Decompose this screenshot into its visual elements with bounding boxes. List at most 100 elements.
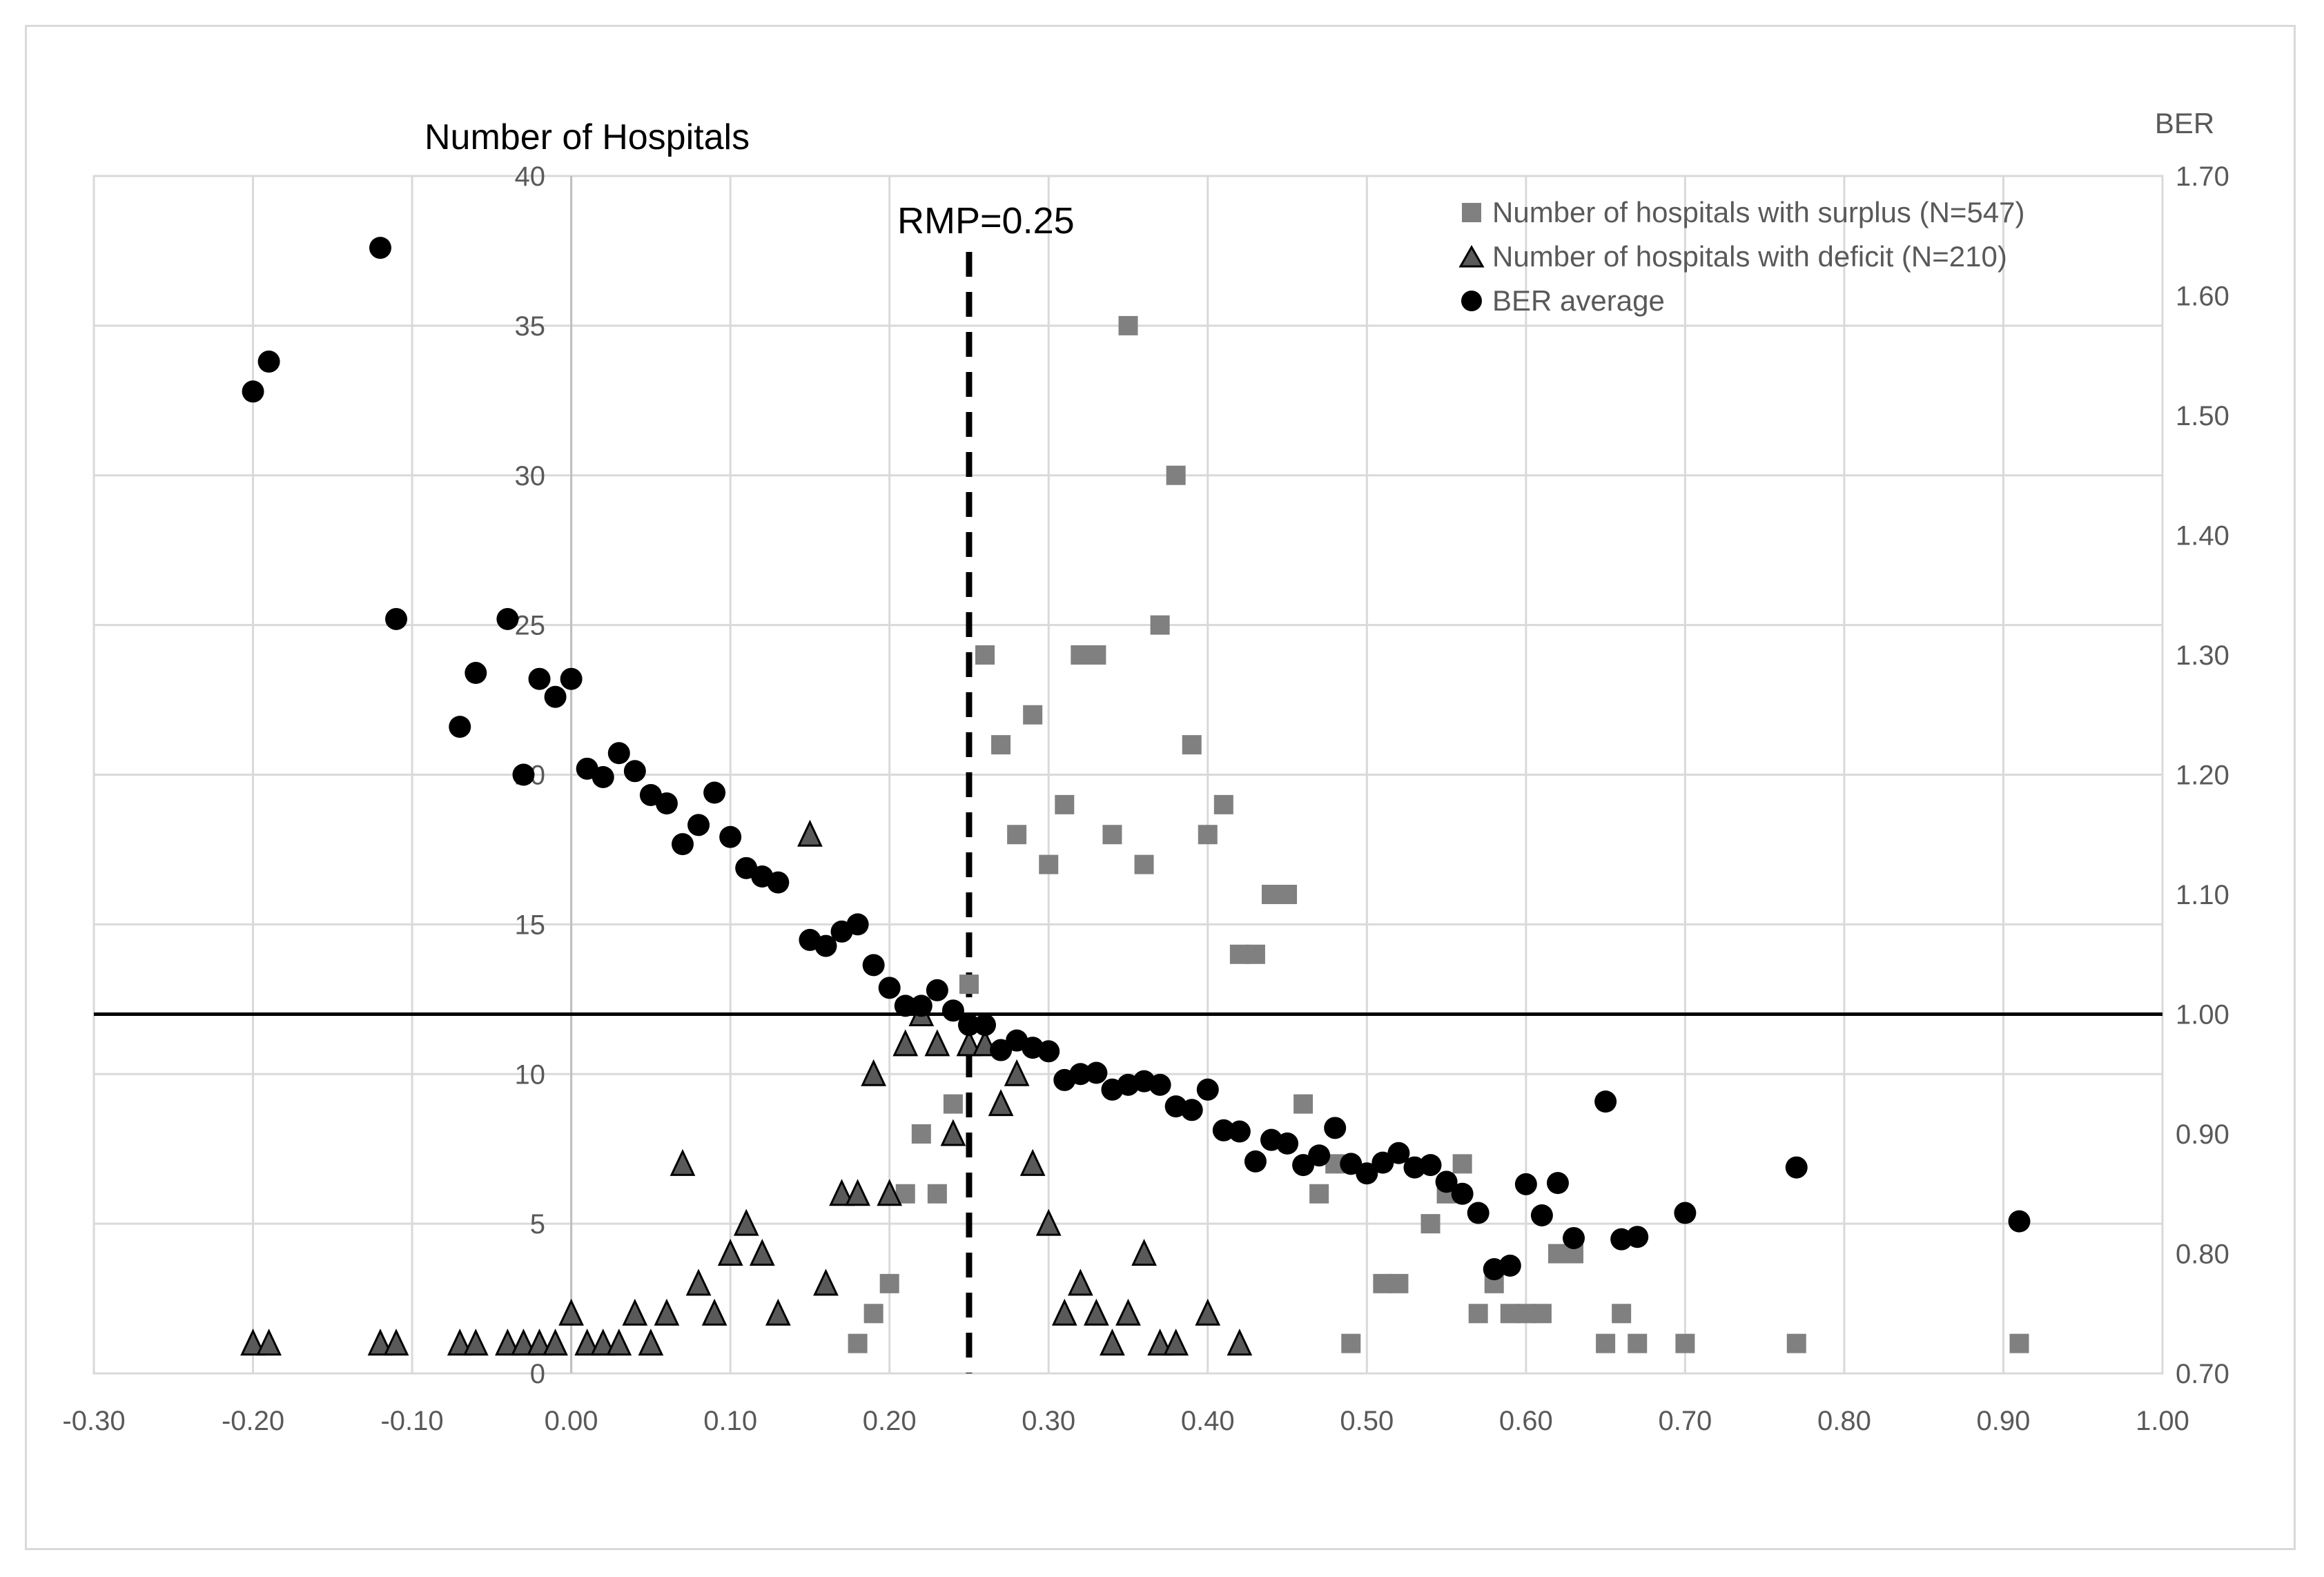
ber-point [814,934,837,957]
deficit-point [701,1298,728,1326]
deficit-point [1051,1298,1077,1326]
ber-point [1228,1120,1251,1143]
ber-point [1292,1154,1315,1177]
x-tick-label: 0.40 [1181,1406,1235,1436]
legend-marker-ber [1461,291,1482,311]
ber-point [512,763,535,786]
surplus-point [1198,825,1218,845]
ber-point [1244,1150,1267,1173]
y-left-tick-label: 5 [530,1209,545,1240]
rmp-annotation: RMP=0.25 [897,200,1075,242]
deficit-point [462,1329,489,1356]
deficit-point [1067,1269,1093,1296]
deficit-point [256,1329,282,1356]
deficit-point [956,1029,982,1057]
ber-point [1085,1061,1108,1084]
ber-point [2008,1210,2031,1233]
y-right-tick-label: 0.70 [2176,1359,2229,1389]
x-tick-label: 0.00 [545,1406,598,1436]
surplus-point [1134,854,1154,874]
y-left-tick-label: 25 [515,611,546,641]
y-axis-right-title: BER [2155,107,2214,139]
legend-label-surplus: Number of hospitals with surplus (N=547) [1492,196,2025,228]
surplus-point [927,1184,947,1204]
x-tick-label: 0.50 [1340,1406,1394,1436]
plot-area-border [92,175,2164,1375]
x-tick-label: 0.30 [1022,1406,1075,1436]
ber-point [1069,1063,1092,1086]
deficit-point [383,1329,409,1356]
x-tick-label: 0.60 [1499,1406,1553,1436]
surplus-point [1293,1094,1314,1114]
deficit-point [1035,1208,1062,1236]
surplus-point [1468,1304,1488,1324]
ber-point [1308,1144,1331,1167]
ber-point [623,760,646,783]
y-left-tick-label: 0 [530,1359,545,1389]
ber-point [1149,1073,1171,1096]
ber-point [385,607,408,630]
ber-point [719,825,742,848]
y-right-tick-label: 1.20 [2176,761,2229,791]
y-axis-left-title: Number of Hospitals [424,117,750,157]
surplus-point [1786,1333,1806,1353]
deficit-point [654,1298,680,1326]
deficit-point [1004,1059,1030,1086]
ber-point [1498,1254,1521,1277]
ber-point [1563,1226,1585,1249]
surplus-point [1213,794,1233,814]
deficit-point [892,1029,919,1057]
y-right-tick-label: 1.50 [2176,401,2229,431]
surplus-point [1182,735,1202,755]
surplus-point [1596,1333,1616,1353]
y-right-tick-label: 0.90 [2176,1119,2229,1150]
deficit-point [590,1329,616,1356]
y-right-tick-label: 1.00 [2176,1000,2229,1030]
x-tick-label: 0.70 [1658,1406,1712,1436]
ber-point [1514,1173,1537,1195]
y-right-tick-label: 1.30 [2176,640,2229,671]
x-tick-label: 1.00 [2136,1406,2189,1436]
deficit-point [988,1089,1014,1117]
deficit-point [1100,1329,1125,1356]
deficit-point [829,1179,855,1206]
ber-point [703,781,726,804]
ber-point [1324,1117,1347,1139]
y-right-tick-label: 1.70 [2176,161,2229,192]
deficit-point [543,1329,568,1356]
legend-label-ber: BER average [1492,284,1665,317]
tick-labels: -0.30 -0.20 -0.10 0.00 0.10 0.20 0.30 0.40 0.50 0… [62,161,2229,1436]
ber-point [1340,1153,1363,1175]
legend-label-deficit: Number of hospitals with deficit (N=210) [1492,240,2007,273]
surplus-point [1420,1214,1441,1234]
surplus-point [911,1124,931,1144]
ber-point [671,833,694,856]
deficit-point [924,1029,950,1057]
chart-frame [25,25,2296,1550]
series-layer [240,237,2031,1356]
y-right-tick-label: 1.10 [2176,880,2229,910]
surplus-point [1532,1304,1552,1324]
deficit-point [1195,1298,1221,1326]
ber-point [862,954,885,977]
ber-point [1180,1099,1203,1121]
ber-point [1037,1040,1060,1063]
deficit-point [797,819,823,847]
ber-point [592,765,614,788]
surplus-point [1452,1154,1472,1174]
deficit-point [638,1329,664,1356]
ber-point [1530,1204,1553,1226]
deficit-point [733,1208,759,1236]
surplus-point [943,1094,963,1114]
ber-point [560,667,583,690]
surplus-point [1278,885,1298,904]
deficit-point [765,1298,791,1326]
deficit-point [447,1329,473,1356]
legend-marker-surplus [1462,203,1481,222]
surplus-point [1102,825,1122,845]
ber-point [369,237,391,259]
legend: Number of hospitals with surplus (N=547)… [1458,196,2025,317]
surplus-point [1675,1333,1695,1353]
ber-point [974,1014,997,1037]
